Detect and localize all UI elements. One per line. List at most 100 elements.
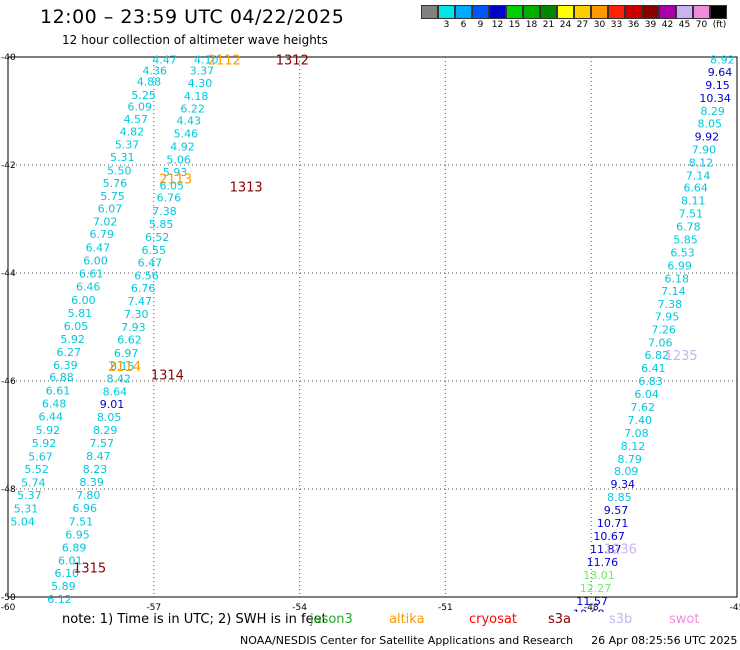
wave-height-value: 9.92 xyxy=(695,130,720,143)
wave-height-value: 7.02 xyxy=(93,216,118,229)
legend-swatch xyxy=(693,5,710,19)
legend-label: 70 xyxy=(695,20,708,30)
legend-label: 27 xyxy=(576,20,589,30)
wave-height-value: 5.04 xyxy=(10,515,35,528)
wave-height-value: 12.27 xyxy=(580,582,612,595)
x-tick-label: -48 xyxy=(584,603,599,612)
wave-height-value: 6.53 xyxy=(670,246,695,259)
wave-height-value: 6.89 xyxy=(62,541,87,554)
legend-unit: (ft) xyxy=(712,20,727,30)
wave-height-value: 7.62 xyxy=(630,401,655,414)
wave-height-map: -60 -57 -54 -51 -48 -45 -40 -42 -44 -46 -48 -50 4.47… xyxy=(1,53,740,612)
wave-height-value: 8.85 xyxy=(607,491,632,504)
wave-height-value: 6.47 xyxy=(138,257,163,270)
legend-label: 3 xyxy=(443,20,450,30)
wave-height-value: 10.68 xyxy=(573,608,605,612)
wave-height-value: 4.18 xyxy=(184,90,209,103)
wave-height-value: 8.29 xyxy=(93,424,118,437)
wave-height-value: 6.64 xyxy=(683,182,708,195)
legend-swatch xyxy=(608,5,625,19)
wave-height-value: 5.92 xyxy=(36,424,61,437)
wave-height-value: 7.95 xyxy=(655,311,680,324)
legend-swatch xyxy=(489,5,506,19)
y-tick-label: -40 xyxy=(1,53,16,63)
mission-swot: swot xyxy=(669,612,700,627)
wave-height-value: 6.79 xyxy=(90,228,115,241)
legend-swatch xyxy=(591,5,608,19)
wave-height-value: 5.52 xyxy=(24,463,49,476)
wave-height-value: 6.88 xyxy=(49,371,74,384)
wave-height-value: 4.47 xyxy=(152,54,177,67)
wave-height-value: 6.00 xyxy=(71,294,96,307)
wave-height-value: 7.51 xyxy=(69,515,94,528)
y-tick-label: -48 xyxy=(1,485,16,495)
wave-height-value: 8.29 xyxy=(700,105,725,118)
wave-height-value: 6.99 xyxy=(667,259,692,272)
legend-swatch xyxy=(710,5,727,19)
wave-height-value: 7.40 xyxy=(628,414,653,427)
legend-labels: 3 6 9 12 15 18 21 24 27 30 33 36 39 42 45 70 (ft) xyxy=(421,19,727,33)
wave-height-value: 4.82 xyxy=(120,126,145,139)
wave-height-value: 5.93 xyxy=(163,166,188,179)
wave-height-value: 6.62 xyxy=(117,333,142,346)
legend-label: 30 xyxy=(593,20,606,30)
legend-swatch xyxy=(540,5,557,19)
wave-height-value: 5.75 xyxy=(100,190,125,203)
legend-swatch xyxy=(557,5,574,19)
wave-height-value: 6.22 xyxy=(180,102,205,115)
x-tick-label: -57 xyxy=(146,603,161,612)
legend-swatch xyxy=(676,5,693,19)
legend-swatch xyxy=(659,5,676,19)
wave-height-value: 6.46 xyxy=(76,281,101,294)
legend-label: 21 xyxy=(542,20,555,30)
pass-time-label: 2114 xyxy=(108,360,141,375)
wave-height-value: 6.78 xyxy=(676,221,701,234)
legend-label: 42 xyxy=(661,20,674,30)
wave-height-value: 6.52 xyxy=(145,231,170,244)
x-tick-label: -45 xyxy=(730,603,740,612)
y-tick-label: -42 xyxy=(1,161,16,171)
plot-frame xyxy=(7,56,738,598)
legend-label: 39 xyxy=(644,20,657,30)
wave-height-value: 5.67 xyxy=(28,451,53,464)
wave-height-value: 9.57 xyxy=(604,504,629,517)
pass-time-label: 1236 xyxy=(604,542,637,557)
wave-height-value: 4.88 xyxy=(137,75,162,88)
legend-swatch xyxy=(421,5,438,19)
wave-height-value: 8.39 xyxy=(79,476,104,489)
wave-height-value: 5.50 xyxy=(107,164,132,177)
pass-time-label: 1313 xyxy=(230,181,263,196)
legend-swatch xyxy=(455,5,472,19)
wave-height-value: 11.87 xyxy=(590,543,622,556)
wave-height-value: 6.00 xyxy=(83,255,108,268)
legend-swatch xyxy=(472,5,489,19)
wave-height-value: 5.92 xyxy=(60,333,85,346)
chart-title: 12:00 – 23:59 UTC 04/22/2025 xyxy=(40,6,345,28)
wave-height-value: 9.64 xyxy=(708,66,733,79)
wave-height-value: 10.67 xyxy=(593,530,625,543)
wave-height-value: 5.37 xyxy=(17,489,42,502)
wave-height-value: 10.71 xyxy=(597,517,629,530)
mission-jason3: jason3 xyxy=(310,612,353,627)
wave-height-value: 3.37 xyxy=(190,65,215,78)
wave-height-value: 6.01 xyxy=(58,554,83,567)
note-body: note: 1) Time is in UTC; 2) SWH is in fe… xyxy=(62,612,327,627)
wave-height-value: 8.11 xyxy=(681,195,706,208)
wave-height-value: 5.31 xyxy=(14,502,39,515)
wave-height-value: 6.27 xyxy=(57,346,82,359)
legend-label: 18 xyxy=(525,20,538,30)
wave-height-value: 7.38 xyxy=(152,205,177,218)
wave-height-value: 6.04 xyxy=(634,388,659,401)
wave-height-value: 9.01 xyxy=(100,398,125,411)
x-tick-label: -51 xyxy=(438,603,453,612)
footer-timestamp: 26 Apr 08:25:56 UTC 2025 xyxy=(591,634,738,647)
wave-height-value: 6.61 xyxy=(79,268,104,281)
wave-height-value: 6.12 xyxy=(47,593,72,606)
footer: NOAA/NESDIS Center for Satellite Applica… xyxy=(240,634,737,647)
color-legend: 3 6 9 12 15 18 21 24 27 30 33 36 39 42 45 70 (ft) xyxy=(421,5,727,33)
wave-height-value: 6.09 xyxy=(127,101,152,114)
wave-height-value: 6.97 xyxy=(114,347,139,360)
legend-swatch xyxy=(642,5,659,19)
wave-height-value: 6.56 xyxy=(134,270,159,283)
wave-height-value: 4.92 xyxy=(170,141,195,154)
